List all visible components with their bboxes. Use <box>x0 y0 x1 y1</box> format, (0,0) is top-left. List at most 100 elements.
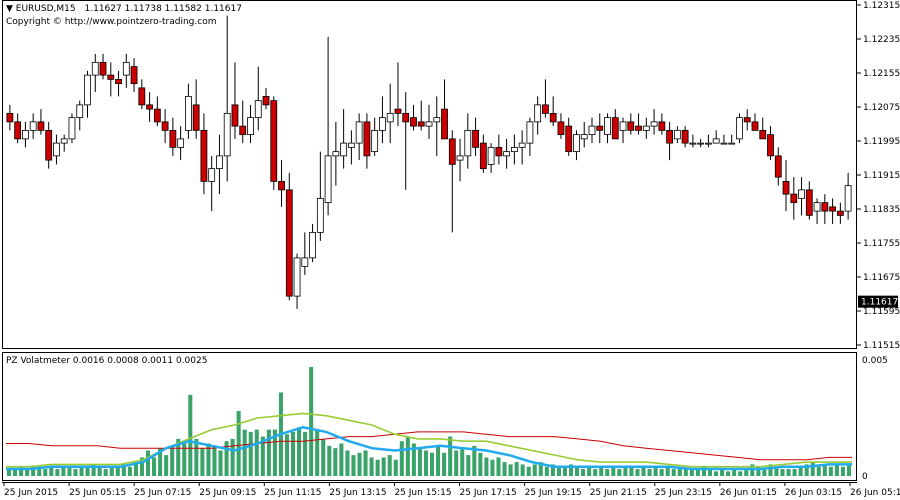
volatility-bar <box>333 448 338 476</box>
volatility-bar <box>701 466 706 476</box>
volatility-bar <box>659 469 664 476</box>
volatility-bar <box>145 450 151 476</box>
bear-candle <box>130 66 138 85</box>
bull-candle <box>293 257 301 297</box>
volatility-bar <box>399 441 404 476</box>
volatility-bar <box>303 431 308 476</box>
volatility-bar <box>97 466 102 476</box>
volatility-bar <box>67 466 72 476</box>
volatility-bar <box>520 464 525 476</box>
bear-candle <box>14 121 22 140</box>
volatility-bar <box>695 469 700 476</box>
bear-candle <box>270 100 278 182</box>
bear-candle <box>743 117 751 123</box>
volatility-bar <box>641 466 646 476</box>
volatility-bar <box>768 464 773 476</box>
bear-candle <box>836 210 844 216</box>
volatility-bar <box>176 438 181 476</box>
bear-candle <box>596 125 604 131</box>
volatility-bar <box>798 466 803 476</box>
volatility-bar <box>568 464 574 476</box>
bull-candle <box>316 197 324 233</box>
volatility-bar <box>617 469 622 476</box>
volatility-bar <box>478 452 483 476</box>
volatility-bar <box>496 457 501 476</box>
volatility-bar <box>170 445 175 476</box>
main-panel-border <box>2 0 857 349</box>
volatility-bar <box>200 448 205 476</box>
volatility-bar <box>188 394 193 476</box>
bull-candle <box>736 117 743 140</box>
volatility-bar <box>635 469 640 476</box>
bear-candle <box>192 104 200 131</box>
bull-candle <box>301 257 309 267</box>
bear-candle <box>146 104 153 110</box>
time-tick-label: 25 Jun 05:15 <box>69 488 126 498</box>
volatility-bar <box>714 471 719 476</box>
volatility-bar <box>297 427 302 476</box>
time-tick-label: 26 Jun 01:15 <box>720 488 777 498</box>
volatility-bar <box>448 436 453 476</box>
volatility-bar <box>73 469 78 476</box>
volatility-bar <box>152 457 157 476</box>
volatility-bar <box>653 466 658 476</box>
bear-candle <box>417 121 425 127</box>
volatility-bar <box>514 462 519 476</box>
time-tick-label: 26 Jun 03:15 <box>785 488 842 498</box>
price-tick-label: 1.12315 <box>863 1 900 11</box>
ohlc-values: 1.11627 1.11738 1.11582 1.11617 <box>84 4 242 14</box>
bull-candle <box>177 138 185 148</box>
bear-candle <box>394 108 402 114</box>
bear-candle <box>611 117 619 140</box>
bull-candle <box>844 185 852 212</box>
time-axis: 25 Jun 2015 25 Jun 05:15 25 Jun 07:15 25 Ju… <box>3 482 900 498</box>
bear-candle <box>805 189 813 216</box>
indicator-label: PZ Volatmeter 0.0016 0.0008 0.0011 0.002… <box>6 356 208 366</box>
bull-candle <box>254 100 262 119</box>
bull-candle <box>347 142 355 148</box>
volatility-bar <box>369 457 374 476</box>
volatility-bar <box>774 466 779 476</box>
bull-candle <box>728 142 736 145</box>
volatility-bar <box>327 445 332 476</box>
bull-candle <box>53 142 60 157</box>
volatility-bar <box>121 464 126 476</box>
volatility-bar <box>508 464 513 476</box>
indicator-lines-layer <box>6 412 852 471</box>
bull-candle <box>673 129 681 140</box>
indicator-tick-label: 0.005 <box>862 356 888 366</box>
volatility-bar <box>109 466 114 476</box>
bear-candle <box>410 117 417 127</box>
price-tick-label: 1.12235 <box>863 35 900 45</box>
volatility-bar <box>133 462 138 476</box>
volatility-bar <box>671 469 676 476</box>
bear-candle <box>759 129 767 140</box>
bull-candle <box>712 138 720 144</box>
volatility-bar <box>236 411 241 476</box>
volatility-bar <box>31 466 36 476</box>
volatility-bar <box>37 466 42 476</box>
bull-candle <box>371 129 379 153</box>
bear-candle <box>107 74 115 80</box>
volatility-bar <box>532 464 537 476</box>
volatility-bar <box>562 466 567 476</box>
bear-candle <box>99 61 107 76</box>
volatility-bar <box>436 445 441 476</box>
volatility-bar <box>810 462 815 476</box>
volatility-bar <box>351 455 356 476</box>
volatility-bar <box>55 469 60 476</box>
price-tick-label: 1.11675 <box>863 273 900 283</box>
volatility-bar <box>61 466 66 476</box>
volatility-bar <box>677 469 682 476</box>
volatility-bar <box>665 466 670 476</box>
bear-candle <box>239 125 247 136</box>
bear-candle <box>45 129 53 161</box>
volatility-bar <box>726 471 731 476</box>
volatility-bar <box>194 438 199 476</box>
volatility-bar <box>91 464 96 476</box>
bear-candle <box>161 121 169 131</box>
volatility-bar <box>707 469 713 476</box>
volatility-bar <box>786 469 791 476</box>
bear-candle <box>37 121 45 131</box>
